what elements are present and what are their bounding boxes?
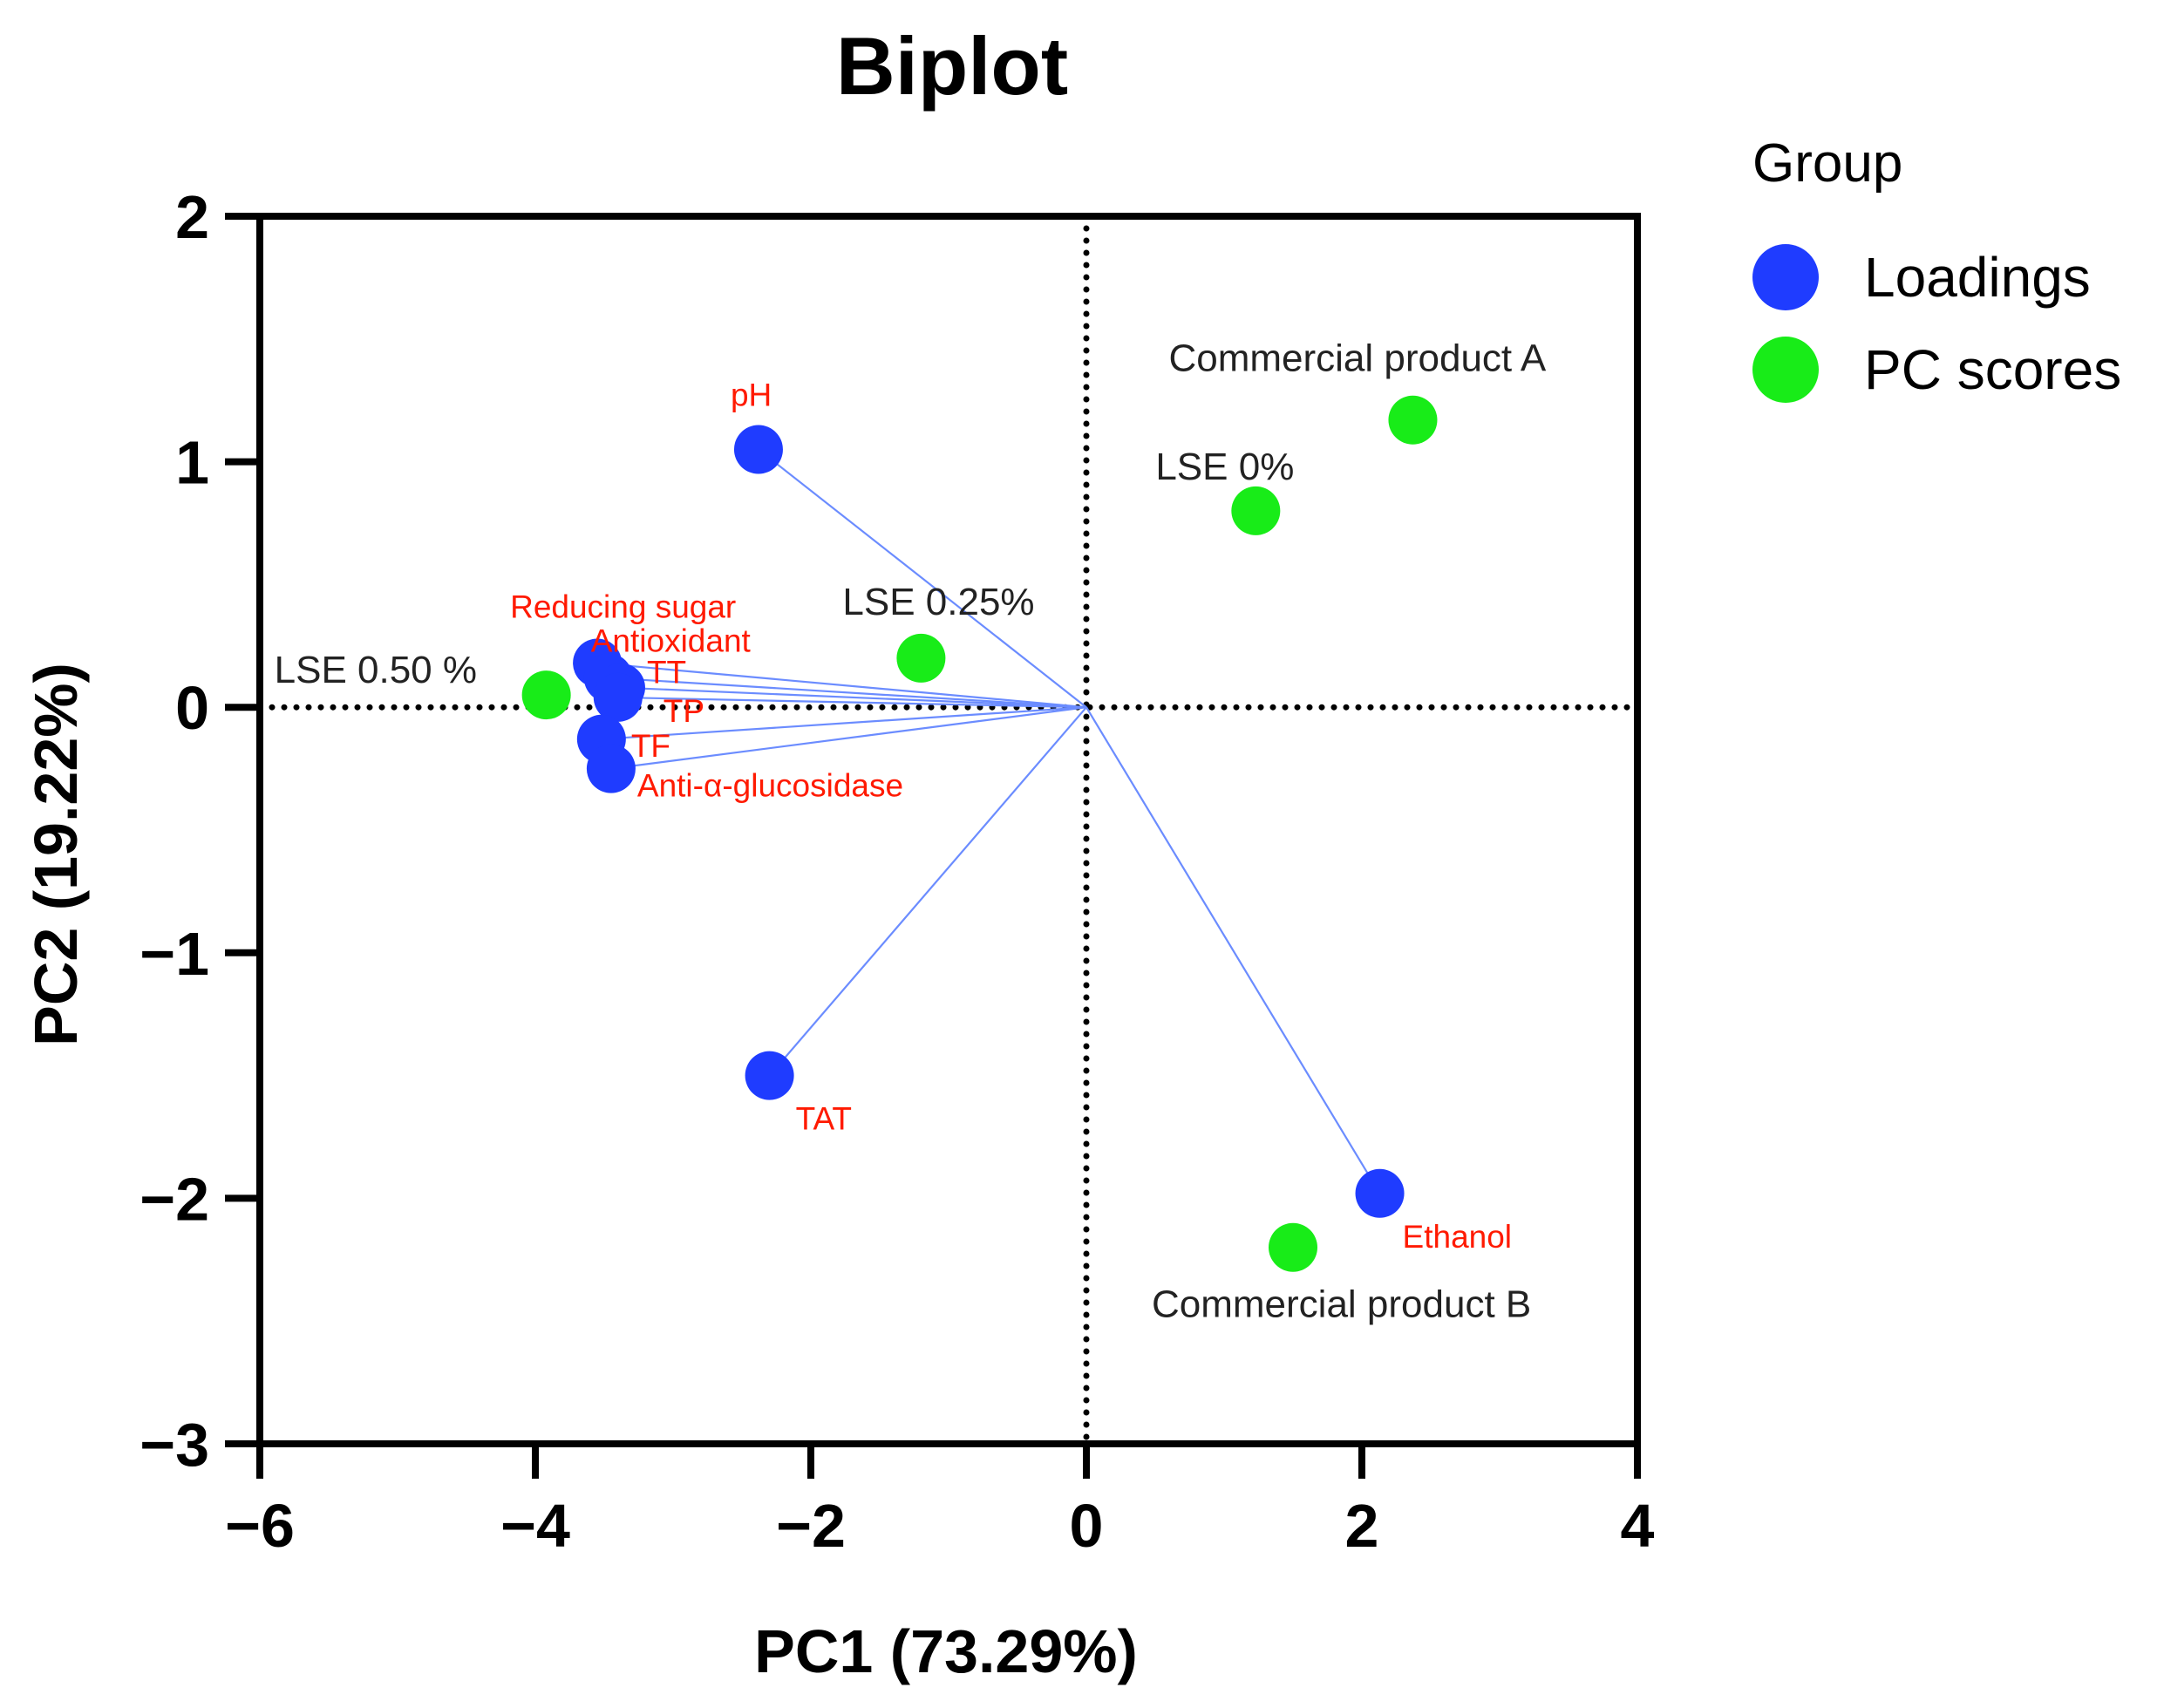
- loading-label-tt: TT: [647, 655, 686, 691]
- loading-label-tat: TAT: [796, 1101, 852, 1137]
- loading-vector-tt: [620, 686, 1087, 709]
- legend: Group Loadings PC scores: [1752, 133, 2121, 403]
- loading-vector-reducing-sugar: [597, 662, 1087, 709]
- legend-marker-pc-scores: [1752, 337, 1819, 403]
- loading-vectors: [597, 448, 1381, 1194]
- score-point-commercial-product-b: [1269, 1222, 1317, 1272]
- legend-label-pc-scores: PC scores: [1864, 338, 2121, 401]
- plot-border: [256, 213, 1641, 1447]
- score-label-lse-0-25: LSE 0.25%: [842, 581, 1034, 623]
- score-point-lse-0-50: [521, 670, 571, 720]
- loading-vector-anti-glucosidase: [610, 706, 1087, 770]
- score-label-commercial-product-b: Commercial product B: [1152, 1283, 1531, 1326]
- x-axis-title: PC1 (73.29%): [754, 1617, 1138, 1685]
- plot-frame: [256, 213, 1641, 1447]
- y-axis: −3 −2 −1 0 1 2: [140, 183, 260, 1479]
- score-point-lse-0: [1231, 486, 1281, 535]
- score-label-commercial-product-a: Commercial product A: [1168, 337, 1546, 380]
- loading-vector-ethanol: [1085, 706, 1381, 1194]
- data-points: [521, 395, 1438, 1272]
- y-tick-label: −1: [140, 920, 209, 988]
- loading-label-ethanol: Ethanol: [1403, 1219, 1513, 1255]
- legend-label-loadings: Loadings: [1864, 246, 2091, 309]
- legend-title: Group: [1752, 133, 1902, 194]
- score-point-commercial-product-a: [1388, 395, 1438, 445]
- loading-vector-tat: [768, 706, 1087, 1077]
- legend-entries: Loadings PC scores: [1752, 244, 2121, 403]
- loading-point-tat: [745, 1051, 794, 1100]
- loading-point-ph: [733, 425, 783, 474]
- x-tick-label: −4: [500, 1492, 570, 1560]
- x-tick-label: −2: [776, 1492, 846, 1560]
- loading-point-ethanol: [1355, 1168, 1405, 1218]
- loading-point-tp: [593, 672, 643, 722]
- y-tick-label: 2: [175, 183, 209, 251]
- y-tick-label: 1: [175, 429, 209, 497]
- x-tick-label: −6: [225, 1492, 295, 1560]
- loading-label-tf: TF: [631, 728, 670, 764]
- loading-vector-tp: [617, 696, 1087, 709]
- x-tick-label: 4: [1621, 1492, 1655, 1560]
- loading-label-anti-glucosidase: Anti-α-glucosidase: [637, 768, 903, 804]
- loading-label-antioxidant: Antioxidant: [591, 623, 752, 658]
- loading-vector-tf: [601, 706, 1087, 740]
- y-tick-label: 0: [175, 674, 209, 742]
- y-tick-label: −2: [140, 1165, 209, 1233]
- x-tick-label: 0: [1070, 1492, 1104, 1560]
- loading-point-anti-glucosidase: [586, 744, 636, 793]
- reference-lines: [256, 213, 1641, 1447]
- y-tick-label: −3: [140, 1411, 209, 1479]
- score-point-lse-0-25: [896, 633, 946, 683]
- x-tick-label: 2: [1345, 1492, 1379, 1560]
- loading-vector-ph: [758, 448, 1087, 709]
- y-axis-title: PC2 (19.22%): [22, 663, 90, 1046]
- chart-title: Biplot: [836, 20, 1068, 112]
- loading-label-ph: pH: [731, 378, 772, 413]
- score-label-lse-0-50: LSE 0.50 %: [275, 649, 477, 691]
- loading-vector-antioxidant: [608, 677, 1087, 709]
- score-label-lse-0: LSE 0%: [1155, 446, 1294, 488]
- legend-marker-loadings: [1752, 244, 1819, 310]
- loading-label-tp: TP: [663, 693, 704, 729]
- x-axis: −6 −4 −2 0 2 4: [225, 1444, 1655, 1560]
- loading-label-reducing-sugar: Reducing sugar: [510, 589, 736, 625]
